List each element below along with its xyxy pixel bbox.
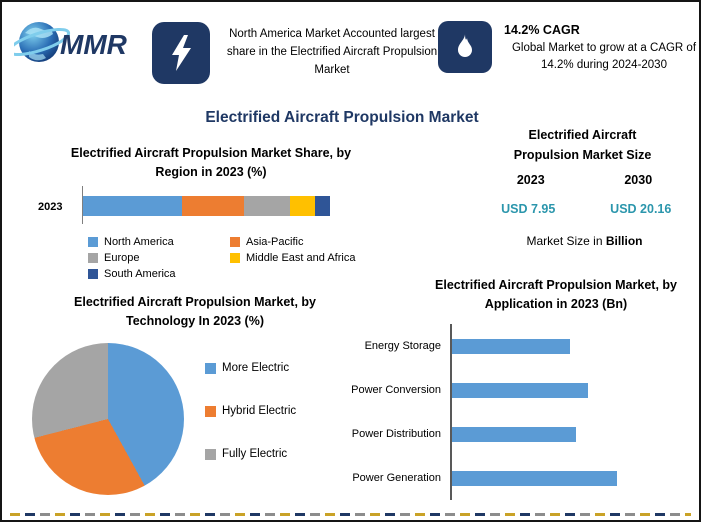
application-category-label: Power Generation: [352, 472, 441, 484]
cagr-callout: 14.2% CAGR Global Market to grow at a CA…: [438, 21, 699, 75]
bottom-dashed-divider: [10, 513, 691, 516]
market-size-year-2023: 2023: [516, 173, 545, 187]
technology-legend-swatch: [205, 405, 216, 417]
technology-legend: More Electric Hybrid Electric Fully Electr…: [205, 362, 296, 460]
market-size-value-2023: USD 7.95: [501, 202, 556, 216]
technology-chart-title: Electrified Aircraft Propulsion Market, …: [74, 295, 316, 329]
application-bar-track: [450, 456, 688, 500]
market-size-note: Market Size in Billion: [477, 234, 692, 248]
region-legend-item: Asia-Pacific: [230, 236, 355, 248]
application-category-label: Energy Storage: [364, 340, 441, 352]
technology-legend-item: More Electric: [205, 362, 296, 374]
region-bar-segment: [243, 196, 291, 216]
market-size-years: 2023 2030: [477, 173, 692, 187]
application-bar-track: [450, 324, 688, 368]
region-legend-item: North America: [88, 236, 226, 248]
flame-badge: [438, 21, 492, 73]
region-legend-label: Asia-Pacific: [246, 236, 304, 248]
application-bar-row: Power Distribution: [332, 412, 688, 456]
region-legend-item: South America: [88, 268, 226, 280]
region-bar-segment: [290, 196, 316, 216]
page-title: Electrified Aircraft Propulsion Market: [205, 109, 479, 126]
technology-legend-label: Hybrid Electric: [222, 405, 297, 417]
region-legend-label: Europe: [104, 252, 140, 264]
lightning-badge: [152, 22, 210, 84]
application-category-label: Power Distribution: [351, 428, 441, 440]
application-chart: Energy Storage Power Conversion Power Dist…: [332, 324, 688, 500]
region-stacked-bar: [83, 196, 330, 216]
region-axis-line: [82, 186, 83, 224]
technology-legend-swatch: [205, 362, 216, 374]
region-legend-item: Europe: [88, 252, 226, 264]
application-bar: [452, 382, 588, 398]
application-bar: [452, 470, 618, 486]
region-legend-label: South America: [104, 268, 176, 280]
region-legend-item: Middle East and Africa: [230, 252, 355, 264]
logo-text: MMR: [60, 29, 128, 60]
region-axis-label: 2023: [38, 201, 63, 213]
technology-legend-item: Fully Electric: [205, 448, 296, 460]
application-bar-row: Power Conversion: [332, 368, 688, 412]
lightning-icon: [172, 35, 191, 71]
region-legend-swatch: [88, 253, 98, 263]
market-size-heading: Electrified Aircraft Propulsion Market S…: [513, 128, 652, 162]
region-legend-swatch: [88, 269, 98, 279]
market-size-note-prefix: Market Size in: [526, 234, 606, 248]
north-america-callout: North America Market Accounted largest s…: [152, 22, 442, 84]
market-size-year-2030: 2030: [624, 173, 653, 187]
cagr-description: Global Market to grow at a CAGR of 14.2%…: [511, 42, 697, 72]
globe-icon: MMR: [7, 22, 128, 62]
market-size-value-2030: USD 20.16: [610, 202, 672, 216]
technology-legend-label: Fully Electric: [222, 448, 288, 460]
mmr-logo: MMR: [7, 10, 144, 76]
region-legend-swatch: [88, 237, 98, 247]
cagr-value: 14.2% CAGR: [504, 23, 580, 37]
region-legend: North America Asia-Pacific Europe Middle Ea…: [88, 236, 355, 280]
region-legend-label: Middle East and Africa: [246, 252, 356, 264]
application-bar: [452, 426, 576, 442]
region-bar-segment: [181, 196, 244, 216]
application-bar-row: Energy Storage: [332, 324, 688, 368]
region-bar-segment: [315, 196, 330, 216]
cagr-text-block: 14.2% CAGR Global Market to grow at a CA…: [504, 21, 699, 75]
technology-legend-swatch: [205, 448, 216, 460]
region-legend-swatch: [230, 237, 240, 247]
region-legend-label: North America: [104, 236, 174, 248]
application-bar: [452, 338, 570, 354]
technology-legend-item: Hybrid Electric: [205, 405, 296, 417]
technology-pie: [32, 343, 184, 495]
technology-legend-label: More Electric: [222, 362, 290, 374]
north-america-callout-text: North America Market Accounted largest s…: [226, 28, 438, 76]
market-size-values: USD 7.95 USD 20.16: [472, 202, 697, 216]
region-bar-segment: [83, 196, 182, 216]
region-legend-swatch: [230, 253, 240, 263]
application-bar-track: [450, 368, 688, 412]
application-category-label: Power Conversion: [351, 384, 441, 396]
application-bar-row: Power Generation: [332, 456, 688, 500]
application-chart-title: Electrified Aircraft Propulsion Market, …: [435, 278, 677, 312]
application-bar-track: [450, 412, 688, 456]
market-size-note-unit: Billion: [605, 234, 643, 248]
region-chart-title: Electrified Aircraft Propulsion Market S…: [70, 146, 352, 180]
flame-icon: [458, 33, 472, 57]
